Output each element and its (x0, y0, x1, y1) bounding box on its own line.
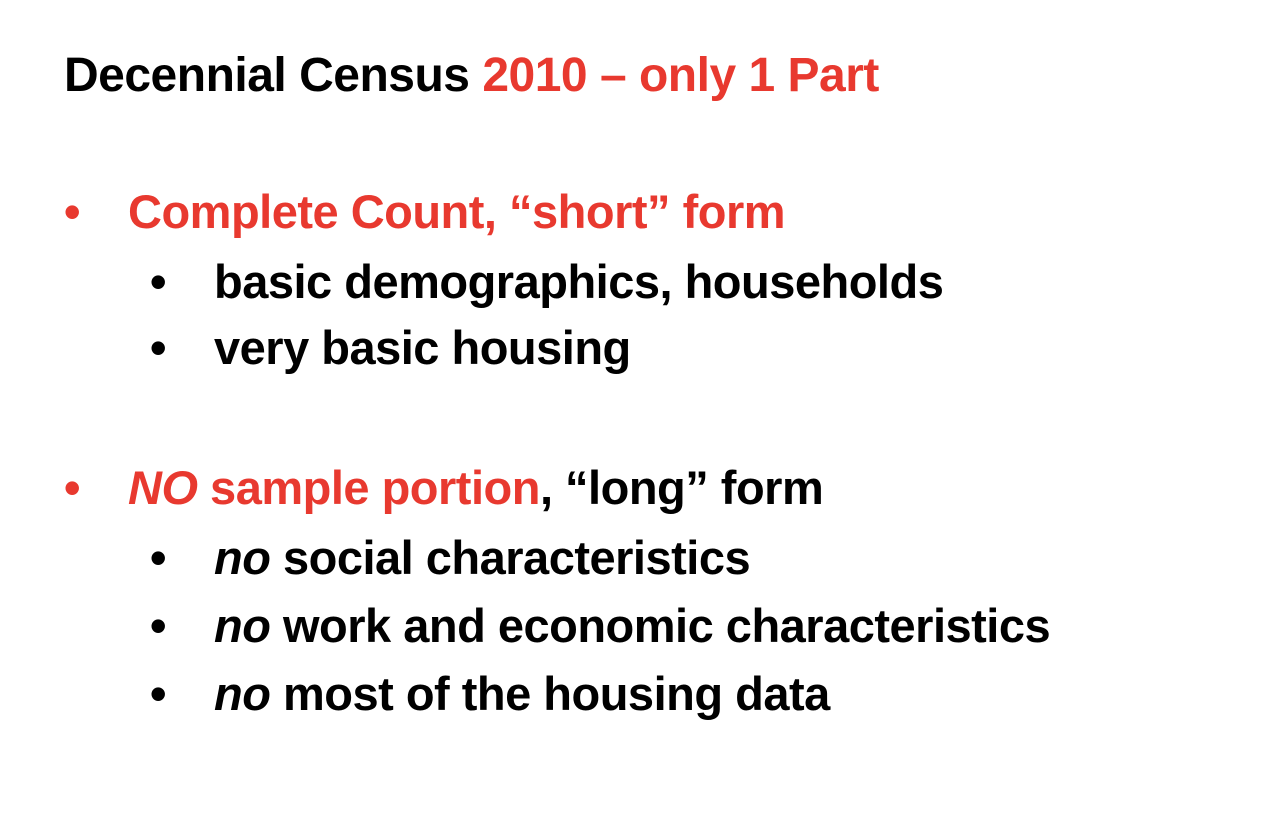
sub-bullet-text: no most of the housing data (214, 664, 830, 724)
sub-bullet-text: no work and economic characteristics (214, 596, 1051, 656)
sub-bullet-rest: social characteristics (270, 531, 751, 584)
sub-bullet-marker: • (150, 255, 166, 308)
sub-bullet-rest: most of the housing data (270, 667, 830, 720)
emphasis-no: no (214, 531, 271, 584)
heading-black-part: , “long” form (539, 461, 824, 514)
bullet-marker: • (64, 461, 80, 514)
heading-red-part: sample portion (197, 461, 540, 514)
emphasis-no: NO (128, 461, 198, 514)
slide-title: Decennial Census 2010 – only 1 Part (64, 46, 879, 106)
sub-bullet-text: no social characteristics (214, 528, 751, 588)
sub-bullet-marker: • (150, 599, 166, 652)
emphasis-no: no (214, 667, 271, 720)
title-part-1: Decennial Census (64, 49, 483, 102)
bullet-marker: • (64, 185, 80, 238)
bullet-text: NO sample portion, “long” form (128, 458, 824, 518)
title-part-2: 2010 – only 1 Part (482, 49, 879, 102)
sub-bullet-marker: • (150, 531, 166, 584)
sub-bullet-marker: • (150, 667, 166, 720)
sub-bullet-marker: • (150, 321, 166, 374)
sub-bullet-text: very basic housing (214, 321, 631, 374)
bullet-text: Complete Count, “short” form (128, 185, 786, 238)
sub-bullet-text: basic demographics, households (214, 255, 944, 308)
sub-bullet-rest: work and economic characteristics (270, 599, 1051, 652)
emphasis-no: no (214, 599, 271, 652)
